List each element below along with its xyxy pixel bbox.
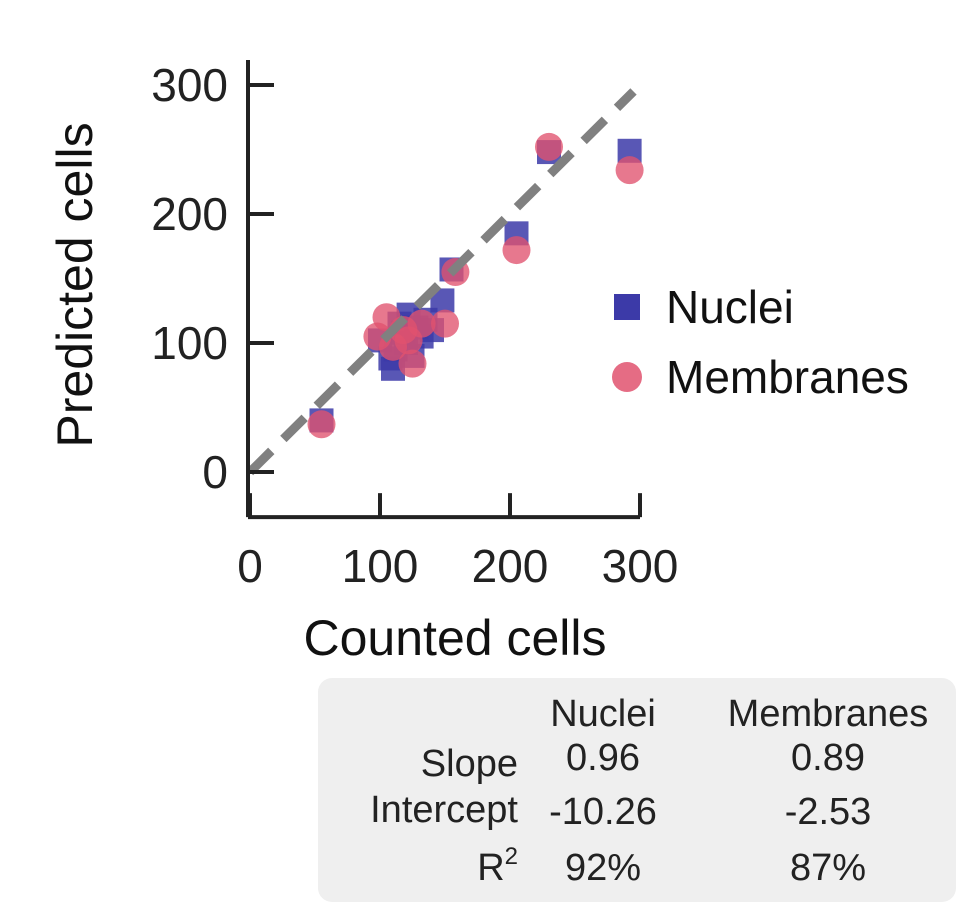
y-tick-label-3: 300 bbox=[151, 59, 228, 111]
data-points bbox=[307, 132, 644, 439]
legend-membranes-label: Membranes bbox=[666, 351, 909, 403]
axes: 0 100 200 300 0 100 200 300 bbox=[151, 59, 678, 592]
r-squared-nuclei-value: 92% bbox=[564, 847, 642, 889]
row-label-slope: Slope bbox=[420, 743, 518, 785]
membranes-point-10 bbox=[502, 236, 531, 265]
membranes-point-8 bbox=[431, 309, 459, 338]
x-tick-label-3: 300 bbox=[602, 540, 679, 592]
membranes-point-7 bbox=[407, 309, 436, 338]
y-axis-label: Predicted cells bbox=[47, 122, 103, 447]
legend-nuclei-marker bbox=[614, 294, 640, 320]
slope-membranes-value: 0.89 bbox=[791, 737, 865, 779]
membranes-point-11 bbox=[535, 132, 563, 161]
row-label-r-squared: R2 bbox=[318, 843, 518, 890]
row-label-intercept: Intercept bbox=[370, 789, 518, 831]
fit-statistics-table: Nuclei Membranes Slope 0.96 0.89 Interce… bbox=[318, 678, 956, 902]
intercept-membranes-value: -2.53 bbox=[784, 791, 872, 833]
y-tick-label-1: 100 bbox=[151, 317, 228, 369]
intercept-nuclei-value: -10.26 bbox=[549, 791, 657, 833]
membranes-point-0 bbox=[307, 410, 336, 439]
r-squared-superscript: 2 bbox=[504, 843, 518, 870]
r-squared-membranes-value: 87% bbox=[789, 847, 867, 889]
r-squared-base: R bbox=[477, 847, 505, 889]
membranes-point-6 bbox=[398, 349, 427, 378]
y-tick-label-2: 200 bbox=[151, 188, 228, 240]
x-axis-label: Counted cells bbox=[304, 610, 607, 666]
x-tick-label-1: 100 bbox=[342, 540, 419, 592]
legend-nuclei-label: Nuclei bbox=[666, 281, 794, 333]
slope-nuclei-value: 0.96 bbox=[566, 737, 640, 779]
column-header-nuclei: Nuclei bbox=[550, 693, 656, 735]
scatter-plot: 0 100 200 300 0 100 200 300 Counted cells Predi… bbox=[47, 59, 909, 666]
legend-membranes-marker bbox=[612, 362, 642, 392]
x-tick-label-2: 200 bbox=[472, 540, 549, 592]
column-header-membranes: Membranes bbox=[727, 693, 929, 735]
legend: Nuclei Membranes bbox=[612, 281, 909, 403]
y-tick-label-0: 0 bbox=[202, 446, 228, 498]
membranes-point-12 bbox=[615, 156, 644, 185]
identity-reference-line bbox=[246, 88, 637, 476]
x-tick-label-0: 0 bbox=[237, 540, 263, 592]
